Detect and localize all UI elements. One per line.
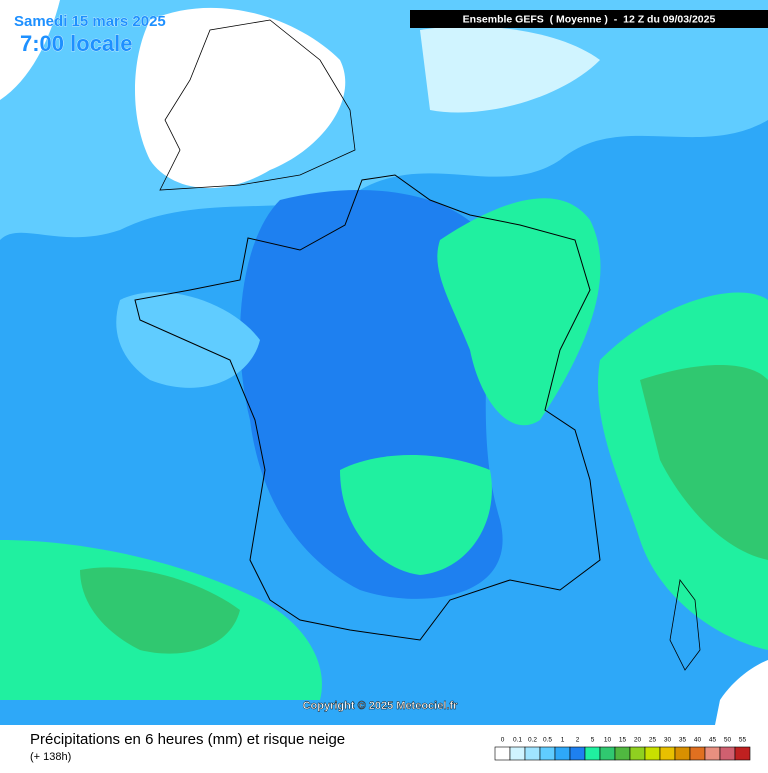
legend-label: 1 [561, 737, 565, 744]
legend-label: 0.1 [513, 737, 522, 744]
map [0, 0, 768, 725]
legend-swatch [674, 746, 691, 761]
moderate-zone [437, 198, 601, 426]
date: Samedi 15 mars 2025 [14, 13, 166, 30]
legend-swatch [659, 746, 676, 761]
legend-label: 30 [664, 737, 672, 744]
footer-lead: (+ 138h) [30, 751, 71, 763]
legend-swatch [494, 746, 511, 761]
legend-swatch [584, 746, 601, 761]
legend-swatch [629, 746, 646, 761]
model: Ensemble GEFS ( Moyenne ) - 12 Z du 09/0… [463, 13, 716, 25]
france-outline [134, 174, 601, 641]
legend-swatch [509, 746, 526, 761]
legend-label: 40 [694, 737, 702, 744]
legend-swatch [719, 746, 736, 761]
dry-zone [420, 26, 600, 113]
heavy-zone [640, 365, 768, 560]
legend-swatch [644, 746, 661, 761]
legend-label: 55 [739, 737, 747, 744]
legend-label: 5 [591, 737, 595, 744]
footer-title: Précipitations en 6 heures (mm) et risqu… [30, 731, 345, 748]
legend-label: 2 [576, 737, 580, 744]
dry-zone [0, 0, 60, 100]
footer [0, 725, 768, 768]
legend-label: 15 [619, 737, 627, 744]
legend-swatch [539, 746, 556, 761]
legend: 0 0.1 0.2 0.5 1 2 5 10 15 20 25 30 35 40 45 50 55 [494, 737, 751, 761]
legend-swatch [599, 746, 616, 761]
legend-swatch [569, 746, 586, 761]
legend-swatch [734, 746, 751, 761]
heavy-zone [80, 567, 240, 654]
copyright: Copyright © 2025 Meteociel.fr [303, 700, 459, 712]
time: 7:00 locale [20, 31, 133, 56]
corsica-outline [669, 579, 701, 671]
legend-label: 0.2 [528, 737, 537, 744]
legend-label: 0.5 [543, 737, 552, 744]
uk-outline [159, 19, 356, 191]
legend-swatch [704, 746, 721, 761]
legend-label: 50 [724, 737, 732, 744]
legend-label: 10 [604, 737, 612, 744]
model-bar [410, 10, 768, 28]
legend-swatch [614, 746, 631, 761]
legend-swatch [524, 746, 541, 761]
legend-label: 45 [709, 737, 717, 744]
legend-swatch [689, 746, 706, 761]
legend-swatch [554, 746, 571, 761]
moderate-zone [340, 455, 492, 575]
legend-label: 0 [501, 737, 505, 744]
legend-label: 20 [634, 737, 642, 744]
dry-zone [715, 660, 768, 725]
legend-label: 25 [649, 737, 657, 744]
dry-zone [135, 7, 346, 189]
legend-label: 35 [679, 737, 687, 744]
light-zone [116, 292, 260, 388]
